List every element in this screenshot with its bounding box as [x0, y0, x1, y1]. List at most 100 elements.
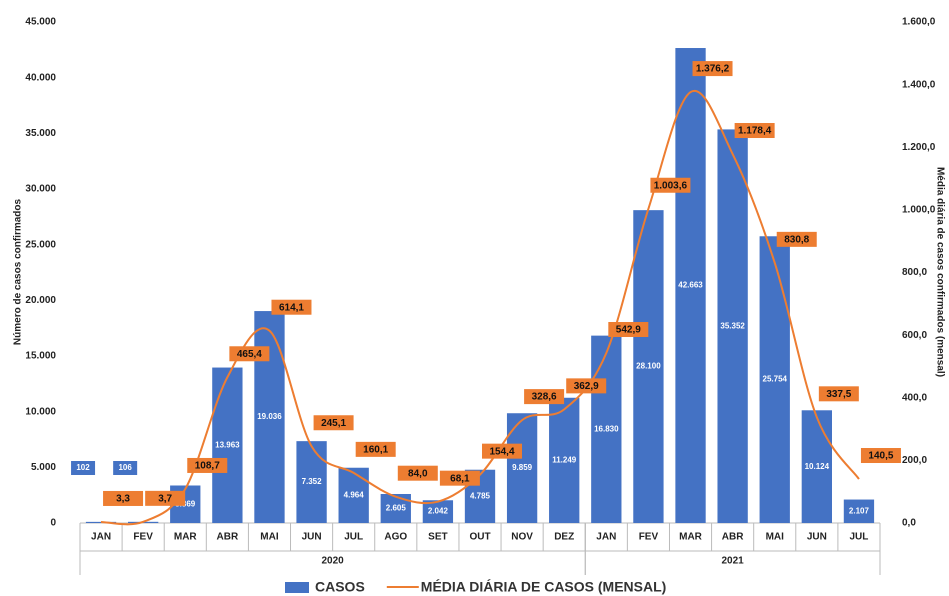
- line-label-box: [145, 490, 186, 506]
- y2-tick-label: 600,0: [902, 330, 927, 341]
- line-label-box: [524, 389, 565, 405]
- bar: [843, 499, 875, 523]
- line-label-box: [103, 490, 144, 506]
- x-tick-label: ABR: [722, 532, 744, 543]
- line-label-box: [860, 448, 901, 464]
- y-tick-label: 0: [50, 518, 56, 529]
- x-tick-label: NOV: [511, 532, 533, 543]
- bar-value-label: 35.352: [720, 321, 745, 330]
- line-label-box: [734, 123, 775, 139]
- line-value-label: 140,5: [868, 451, 893, 462]
- line-label-box: [439, 470, 480, 486]
- line-value-label: 1.376,2: [696, 64, 730, 75]
- line-label-box: [608, 322, 649, 338]
- bar: [422, 500, 454, 523]
- line-value-label: 154,4: [489, 446, 514, 457]
- y-tick-label: 20.000: [25, 295, 56, 306]
- bar-value-label: 11.249: [552, 455, 577, 464]
- x-tick-label: MAR: [174, 532, 198, 543]
- line-label-box: [692, 61, 733, 77]
- bar-value-label: 7.352: [302, 477, 323, 486]
- legend-swatch: [285, 582, 309, 593]
- y2-tick-label: 1.600,0: [902, 17, 936, 28]
- bar-label-box: [113, 461, 138, 475]
- bar-label-box: [71, 461, 96, 475]
- x-tick-label: JUL: [849, 532, 868, 543]
- x-tick-label: SET: [428, 532, 447, 543]
- bar-value-label: 3.369: [175, 499, 196, 508]
- bar-value-label: 102: [76, 463, 90, 472]
- line-value-label: 328,6: [532, 392, 557, 403]
- line-value-label: 84,0: [408, 468, 428, 479]
- line-label-box: [271, 299, 312, 315]
- x-tick-label: JAN: [596, 532, 616, 543]
- x-tick-label: MAI: [766, 532, 785, 543]
- x-tick-label: OUT: [469, 532, 490, 543]
- line-value-label: 337,5: [826, 389, 851, 400]
- bar-value-label: 2.605: [386, 504, 407, 513]
- line-value-label: 830,8: [784, 234, 809, 245]
- y2-tick-label: 800,0: [902, 267, 927, 278]
- y-tick-label: 45.000: [25, 17, 56, 28]
- y-tick-label: 15.000: [25, 351, 56, 362]
- line-value-label: 614,1: [279, 302, 304, 313]
- x-tick-label: FEV: [133, 532, 153, 543]
- bar: [591, 335, 622, 523]
- line-value-label: 1.003,6: [654, 180, 688, 191]
- line-value-label: 245,1: [321, 418, 346, 429]
- line-value-label: 3,7: [158, 493, 172, 504]
- bar-value-label: 4.785: [470, 491, 491, 500]
- line-value-label: 160,1: [363, 445, 388, 456]
- x-tick-label: JUL: [344, 532, 363, 543]
- line-label-box: [566, 378, 607, 394]
- line-label-box: [650, 177, 691, 193]
- y-tick-label: 25.000: [25, 239, 56, 250]
- y-tick-label: 5.000: [31, 462, 56, 473]
- line-value-label: 1.178,4: [738, 126, 772, 137]
- y2-tick-label: 1.400,0: [902, 79, 936, 90]
- bar: [85, 521, 117, 523]
- x-tick-label: ABR: [217, 532, 239, 543]
- y2-tick-label: 0,0: [902, 518, 916, 529]
- group-label: 2021: [722, 556, 745, 567]
- x-tick-label: JUN: [302, 532, 322, 543]
- bar-value-label: 28.100: [636, 362, 661, 371]
- bar-value-label: 2.107: [849, 506, 870, 515]
- y2-tick-label: 1.000,0: [902, 205, 936, 216]
- line-value-label: 108,7: [195, 461, 220, 472]
- bar: [338, 467, 369, 523]
- y2-tick-label: 200,0: [902, 455, 927, 466]
- line-value-label: 542,9: [616, 325, 641, 336]
- bar: [296, 441, 327, 523]
- x-tick-label: JUN: [807, 532, 827, 543]
- line: [101, 89, 860, 526]
- bar-value-label: 25.754: [763, 375, 788, 384]
- line-label-box: [397, 465, 438, 481]
- bar: [801, 410, 832, 523]
- bar: [633, 210, 664, 524]
- line-label-box: [776, 231, 817, 247]
- line-label-box: [229, 346, 270, 362]
- bar-value-label: 42.663: [678, 281, 703, 290]
- bar: [717, 129, 748, 523]
- line-label-box: [313, 415, 354, 431]
- bar-value-label: 4.964: [344, 490, 365, 499]
- bar-value-label: 2.042: [428, 507, 449, 516]
- x-tick-label: DEZ: [554, 532, 574, 543]
- y2-tick-label: 400,0: [902, 392, 927, 403]
- bar: [759, 236, 790, 523]
- line-label-box: [482, 443, 522, 459]
- x-tick-label: AGO: [384, 532, 407, 543]
- bar-value-label: 106: [118, 463, 132, 472]
- y-tick-label: 40.000: [25, 72, 56, 83]
- bar: [212, 367, 243, 523]
- line-label-box: [818, 386, 859, 402]
- bar-value-label: 10.124: [805, 462, 830, 471]
- bar-value-label: 16.830: [594, 424, 619, 433]
- line-label-box: [355, 441, 396, 457]
- line-value-label: 3,3: [116, 494, 130, 505]
- y-axis-label: Número de casos confirmados: [13, 198, 24, 345]
- y-tick-label: 30.000: [25, 184, 56, 195]
- bar: [675, 48, 706, 523]
